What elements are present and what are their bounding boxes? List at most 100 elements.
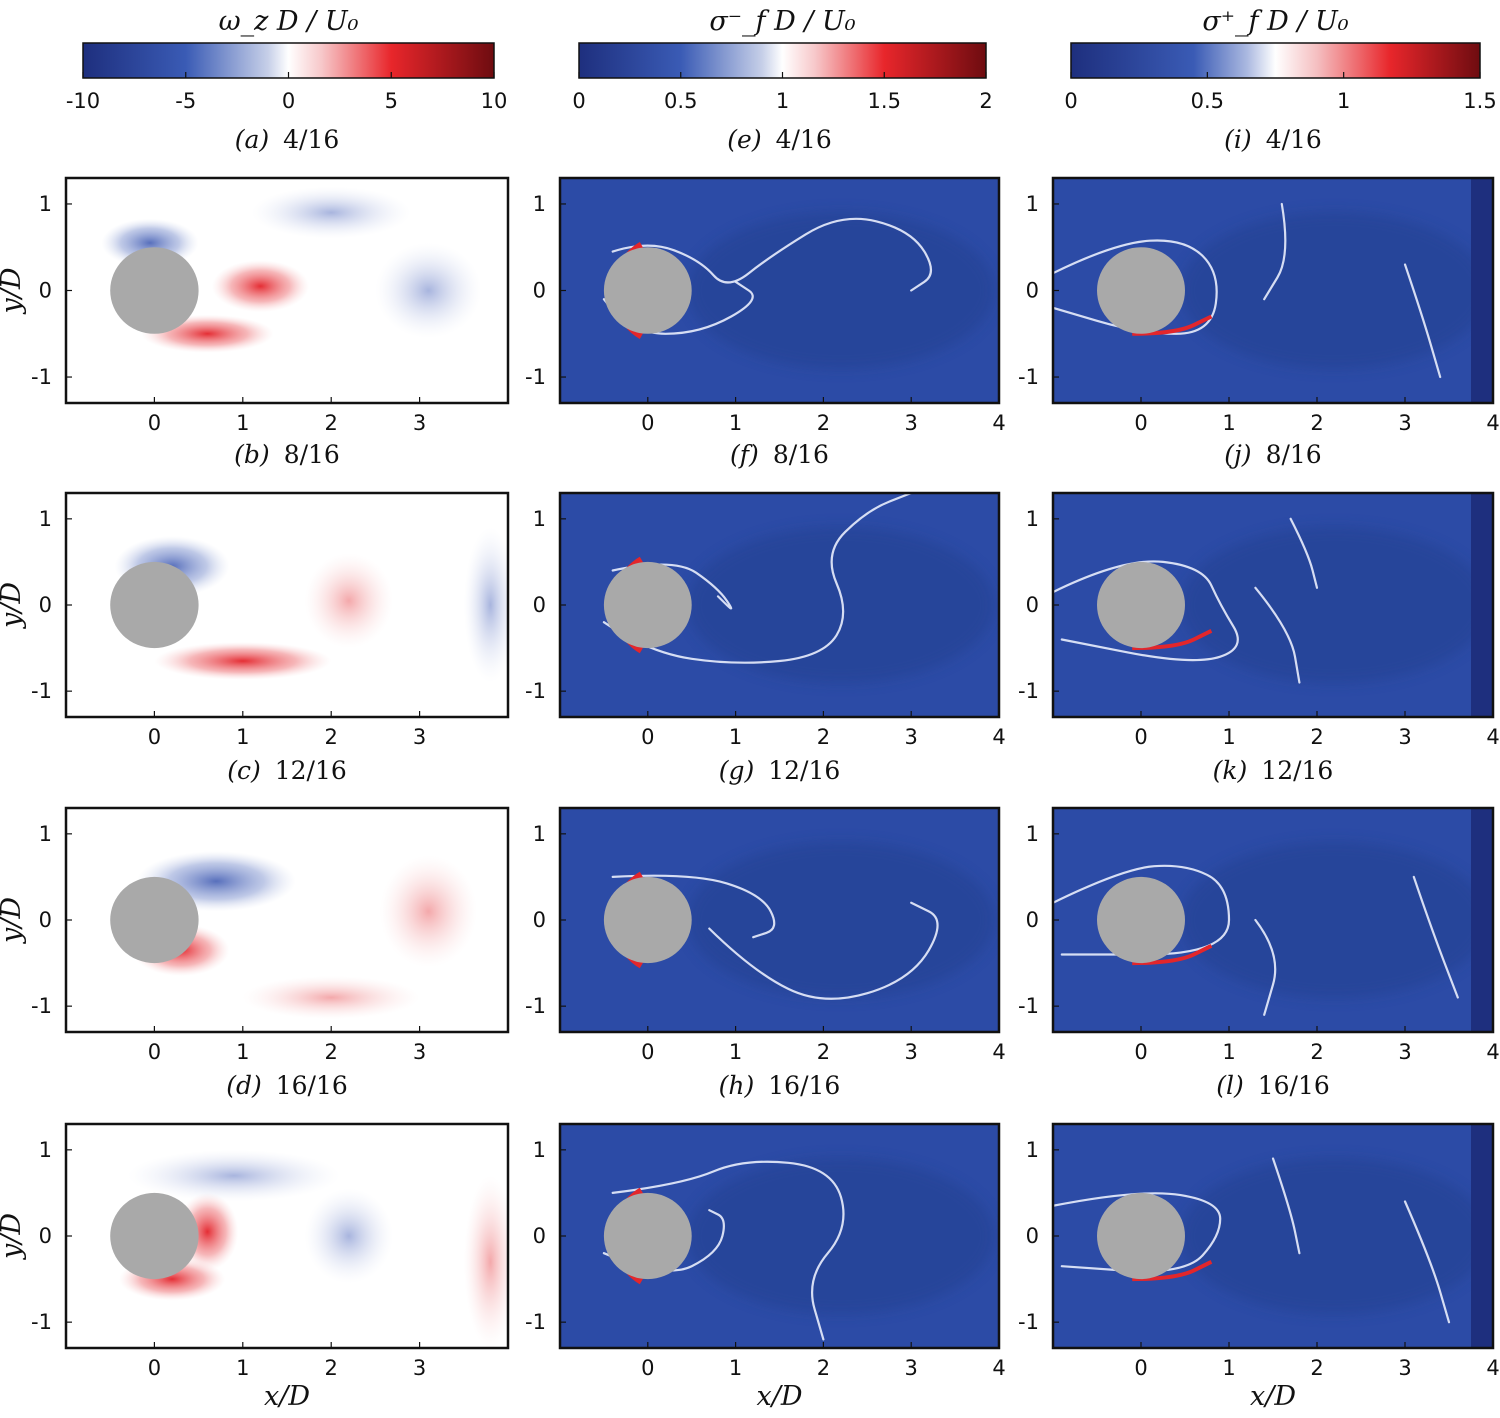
panel-f: (f) 8/16 0 1 2 3 4 -1 0 1	[525, 440, 1006, 749]
panel-caption: (d) 16/16	[226, 1071, 348, 1100]
x-tick-label: 0	[148, 411, 161, 435]
cylinder	[603, 247, 692, 334]
x-tick-label: 2	[325, 411, 338, 435]
panel-caption: (k) 12/16	[1213, 756, 1334, 785]
cylinder	[603, 561, 692, 649]
x-tick-label: 0	[1134, 1356, 1147, 1380]
x-tick-label: 2	[325, 725, 338, 749]
panel-letter: (k)	[1213, 756, 1248, 785]
x-axis-label: x/D	[1250, 1381, 1296, 1412]
x-tick-label: 1	[1222, 1356, 1235, 1380]
x-axis-label: x/D	[757, 1381, 803, 1412]
panel-j: (j) 8/16 0 1 2 3 4 -1 0 1	[1018, 440, 1500, 749]
y-tick-label: 0	[39, 593, 52, 617]
colorbar-tick-label: 0	[1064, 89, 1077, 113]
panel-phase: 16/16	[1258, 1071, 1330, 1100]
y-tick-label: 1	[1026, 507, 1039, 531]
y-tick-label: 1	[533, 507, 546, 531]
y-tick-label: 0	[533, 593, 546, 617]
panel-caption: (e) 4/16	[727, 125, 831, 154]
y-tick-label: -1	[1018, 994, 1039, 1018]
y-tick-label: 0	[1026, 1224, 1039, 1248]
y-tick-label: 1	[39, 192, 52, 216]
colorbar-smin: σ⁻_f D / U₀ 0 0.5 1 1.5 2	[572, 6, 992, 113]
cylinder	[110, 561, 199, 649]
colorbar-tick-label: 0	[572, 89, 585, 113]
ftle-ridge	[611, 217, 933, 292]
y-tick-label: -1	[1018, 679, 1039, 703]
vortex-positive	[304, 553, 394, 649]
vortex-positive	[242, 976, 420, 1020]
colorbar-tick-label: 1.5	[1463, 89, 1496, 113]
outflow-strip	[1471, 808, 1493, 1032]
panel-phase: 8/16	[1266, 440, 1322, 469]
ftle-ridge	[611, 1160, 845, 1341]
x-tick-label: 3	[1398, 411, 1411, 435]
x-tick-label: 1	[729, 725, 742, 749]
panel-c: (c) 12/16 0 1 2 3 -1 0 1 y/D	[0, 756, 510, 1064]
panel-phase: 16/16	[768, 1071, 840, 1100]
x-tick-label: 1	[236, 1356, 249, 1380]
colorbar-tick-label: -5	[175, 89, 196, 113]
panel-caption: (h) 16/16	[719, 1071, 841, 1100]
x-tick-label: 4	[992, 1356, 1005, 1380]
x-tick-label: 1	[1222, 725, 1235, 749]
x-tick-label: 1	[1222, 411, 1235, 435]
y-tick-label: -1	[1018, 365, 1039, 389]
y-tick-label: 1	[533, 1138, 546, 1162]
x-tick-label: 0	[641, 1356, 654, 1380]
cylinder	[603, 1192, 692, 1280]
x-tick-label: 0	[1134, 725, 1147, 749]
panel-phase: 4/16	[776, 125, 832, 154]
y-tick-label: -1	[525, 994, 546, 1018]
x-tick-label: 2	[817, 1040, 830, 1064]
panel-letter: (h)	[719, 1071, 755, 1100]
x-tick-label: 4	[1486, 1040, 1499, 1064]
x-tick-label: 0	[148, 725, 161, 749]
ftle-ridge	[611, 874, 776, 939]
x-tick-label: 1	[729, 1356, 742, 1380]
panel-field	[1053, 178, 1493, 403]
colorbar-tick-label: 0.5	[1191, 89, 1224, 113]
panel-letter: (a)	[235, 125, 269, 154]
x-tick-label: 4	[992, 725, 1005, 749]
y-tick-label: 0	[533, 908, 546, 932]
y-tick-label: 0	[1026, 908, 1039, 932]
y-tick-label: -1	[1018, 1310, 1039, 1334]
outflow-strip	[1471, 1124, 1493, 1348]
colorbar-vort: ω_z D / U₀ -10 -5 0 5 10	[66, 6, 508, 113]
cylinder	[110, 247, 199, 334]
colorbar-tick-label: 5	[385, 89, 398, 113]
cylinder	[1097, 876, 1185, 964]
y-tick-label: 1	[39, 507, 52, 531]
x-tick-label: 0	[148, 1356, 161, 1380]
panel-d: (d) 16/16 0 1 2 3 -1 0 1 y/D x/D	[0, 1071, 510, 1412]
y-tick-label: 0	[39, 1224, 52, 1248]
y-tick-label: 1	[1026, 192, 1039, 216]
panel-field	[66, 1124, 508, 1348]
colorbar-strip	[1070, 42, 1481, 79]
x-tick-label: 1	[729, 1040, 742, 1064]
x-tick-label: 3	[905, 1040, 918, 1064]
y-tick-label: -1	[525, 679, 546, 703]
y-tick-label: 1	[39, 1138, 52, 1162]
colorbar-tick-label: 1	[1337, 89, 1350, 113]
y-tick-label: -1	[31, 679, 52, 703]
colorbar-title: σ⁻_f D / U₀	[709, 6, 855, 37]
x-tick-label: 4	[992, 411, 1005, 435]
x-tick-label: 1	[236, 1040, 249, 1064]
colorbars: ω_z D / U₀-10 -5 0 5 10σ⁻_f D / U₀0 0.5 1 1.5 2σ…	[66, 6, 1497, 113]
x-tick-label: 0	[148, 1040, 161, 1064]
cylinder	[110, 1192, 199, 1280]
ftle-ridge	[1271, 1157, 1301, 1255]
panel-phase: 8/16	[773, 440, 829, 469]
panel-k: (k) 12/16 0 1 2 3 4 -1 0 1	[1018, 756, 1500, 1064]
x-axis-label: x/D	[264, 1381, 310, 1412]
ftle-ridge	[1289, 517, 1319, 589]
x-tick-label: 3	[1398, 1356, 1411, 1380]
y-tick-label: 0	[1026, 279, 1039, 303]
panels: (a) 4/16 0 1 2 3 -1 0 1 y/D (b) 8/16 0 1 2 3 -1 0 1 y/D (c) 1…	[0, 125, 1500, 1412]
colorbar-tick-label: 1	[776, 89, 789, 113]
panel-phase: 12/16	[1261, 756, 1333, 785]
